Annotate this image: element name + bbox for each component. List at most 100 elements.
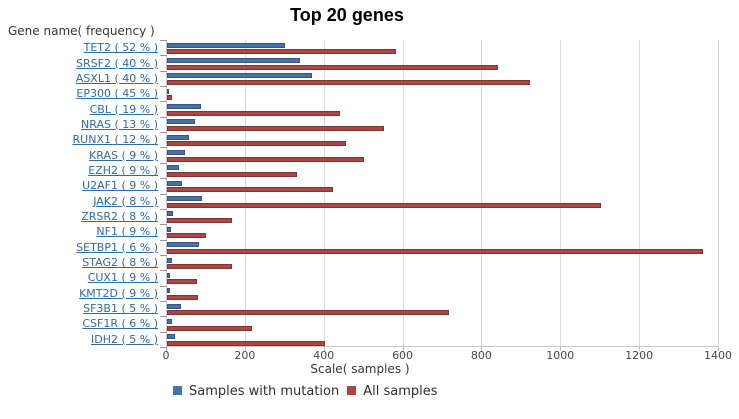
gene-link-sf3b1[interactable]: SF3B1 ( 5 % ) xyxy=(83,302,158,316)
y-axis-tick xyxy=(160,55,167,56)
bar-all-stag2[interactable] xyxy=(167,264,233,270)
bar-all-kmt2d[interactable] xyxy=(167,294,198,300)
legend-item-all-samples[interactable]: All samples xyxy=(347,384,438,399)
gridline-1200 xyxy=(639,40,641,346)
legend-item-samples-with-mutation[interactable]: Samples with mutation xyxy=(173,384,339,399)
y-axis-tick xyxy=(160,163,167,164)
bar-mutation-csf1r[interactable] xyxy=(167,318,173,324)
bar-mutation-jak2[interactable] xyxy=(167,196,203,202)
gridline-400 xyxy=(323,40,325,346)
x-tick-label-1000: 1000 xyxy=(546,349,575,362)
bar-mutation-zrsr2[interactable] xyxy=(167,211,173,217)
gene-link-csf1r[interactable]: CSF1R ( 6 % ) xyxy=(82,317,158,331)
x-axis-tick-1400 xyxy=(718,346,719,351)
bar-mutation-cbl[interactable] xyxy=(167,104,201,109)
gene-link-asxl1[interactable]: ASXL1 ( 40 % ) xyxy=(75,71,158,85)
gridline-600 xyxy=(402,40,404,346)
plot-area xyxy=(160,40,719,351)
gene-link-ep300[interactable]: EP300 ( 45 % ) xyxy=(76,87,158,101)
bar-mutation-asxl1[interactable] xyxy=(167,73,313,79)
legend: Samples with mutation All samples xyxy=(173,384,438,399)
gene-link-setbp1[interactable]: SETBP1 ( 6 % ) xyxy=(76,240,158,254)
x-tick-label-400: 400 xyxy=(313,349,335,362)
bar-mutation-nras[interactable] xyxy=(167,119,196,125)
y-axis-tick xyxy=(160,270,167,271)
y-axis-tick xyxy=(160,132,167,133)
gene-link-idh2[interactable]: IDH2 ( 5 % ) xyxy=(90,332,158,346)
bar-all-u2af1[interactable] xyxy=(167,187,333,193)
gene-link-stag2[interactable]: STAG2 ( 8 % ) xyxy=(82,256,158,270)
bar-all-cux1[interactable] xyxy=(167,279,197,285)
chart-title: Top 20 genes xyxy=(290,5,404,25)
bar-all-jak2[interactable] xyxy=(167,202,601,208)
y-axis-title: Gene name( frequency ) xyxy=(8,24,155,38)
gridline-800 xyxy=(481,40,483,346)
bar-mutation-nf1[interactable] xyxy=(167,226,171,232)
bar-mutation-stag2[interactable] xyxy=(167,257,173,263)
x-axis-tick-1000 xyxy=(560,346,562,351)
bar-mutation-setbp1[interactable] xyxy=(167,242,199,248)
bar-mutation-runx1[interactable] xyxy=(167,134,189,140)
x-axis-tick-0 xyxy=(166,346,167,351)
bar-mutation-ep300[interactable] xyxy=(167,88,170,94)
bar-all-cbl[interactable] xyxy=(167,110,341,116)
bar-all-runx1[interactable] xyxy=(167,141,347,147)
bar-mutation-kmt2d[interactable] xyxy=(167,288,170,294)
y-axis-tick xyxy=(160,316,167,317)
bar-all-srsf2[interactable] xyxy=(167,64,499,70)
bar-all-idh2[interactable] xyxy=(167,340,325,346)
bar-all-nras[interactable] xyxy=(167,125,384,131)
gene-link-cbl[interactable]: CBL ( 19 % ) xyxy=(89,102,158,116)
gene-link-u2af1[interactable]: U2AF1 ( 9 % ) xyxy=(82,179,158,193)
bar-all-zrsr2[interactable] xyxy=(167,218,233,224)
gene-link-ezh2[interactable]: EZH2 ( 9 % ) xyxy=(88,163,158,177)
x-axis-tick-200 xyxy=(244,346,246,351)
y-axis-tick xyxy=(160,209,167,210)
x-axis-tick-1200 xyxy=(639,346,641,351)
bar-all-kras[interactable] xyxy=(167,156,365,162)
y-axis-tick xyxy=(160,71,167,72)
gridline-1400 xyxy=(718,40,719,346)
gene-link-tet2[interactable]: TET2 ( 52 % ) xyxy=(83,41,158,55)
bar-all-setbp1[interactable] xyxy=(167,248,704,254)
y-axis-tick xyxy=(160,255,167,256)
x-tick-label-200: 200 xyxy=(234,349,256,362)
gene-link-cux1[interactable]: CUX1 ( 9 % ) xyxy=(87,271,158,285)
x-axis-tick-800 xyxy=(481,346,483,351)
bar-mutation-tet2[interactable] xyxy=(167,42,286,48)
legend-swatch-red-icon xyxy=(347,386,357,395)
y-axis-tick xyxy=(160,332,167,333)
y-axis-tick xyxy=(160,40,167,41)
gene-link-srsf2[interactable]: SRSF2 ( 40 % ) xyxy=(76,56,158,70)
y-axis-tick xyxy=(160,101,167,102)
gene-link-zrsr2[interactable]: ZRSR2 ( 8 % ) xyxy=(81,210,158,224)
bar-all-ep300[interactable] xyxy=(167,95,173,101)
bar-mutation-cux1[interactable] xyxy=(167,272,170,278)
legend-swatch-blue-icon xyxy=(173,386,182,395)
gene-link-jak2[interactable]: JAK2 ( 8 % ) xyxy=(93,194,158,208)
gene-link-kras[interactable]: KRAS ( 9 % ) xyxy=(89,148,158,162)
bar-mutation-srsf2[interactable] xyxy=(167,57,301,63)
bar-all-csf1r[interactable] xyxy=(167,325,252,331)
bar-all-nf1[interactable] xyxy=(167,233,207,239)
y-axis-tick xyxy=(160,347,167,348)
y-axis-tick xyxy=(160,224,167,225)
bar-all-sf3b1[interactable] xyxy=(167,310,449,316)
x-tick-label-1200: 1200 xyxy=(625,349,654,362)
gridline-200 xyxy=(244,40,246,346)
bar-mutation-ezh2[interactable] xyxy=(167,165,179,171)
x-tick-label-1400: 1400 xyxy=(704,349,732,362)
bar-all-ezh2[interactable] xyxy=(167,172,298,177)
gene-link-nf1[interactable]: NF1 ( 9 % ) xyxy=(96,225,158,239)
gene-link-nras[interactable]: NRAS ( 13 % ) xyxy=(81,117,158,131)
bar-all-asxl1[interactable] xyxy=(167,79,530,85)
gene-link-kmt2d[interactable]: KMT2D ( 9 % ) xyxy=(79,286,158,300)
bar-mutation-u2af1[interactable] xyxy=(167,180,182,186)
bar-mutation-kras[interactable] xyxy=(167,150,185,156)
bar-all-tet2[interactable] xyxy=(167,49,396,55)
gene-link-runx1[interactable]: RUNX1 ( 12 % ) xyxy=(72,133,158,147)
x-axis-tick-400 xyxy=(323,346,325,351)
bar-mutation-idh2[interactable] xyxy=(167,334,175,340)
bar-mutation-sf3b1[interactable] xyxy=(167,303,181,309)
